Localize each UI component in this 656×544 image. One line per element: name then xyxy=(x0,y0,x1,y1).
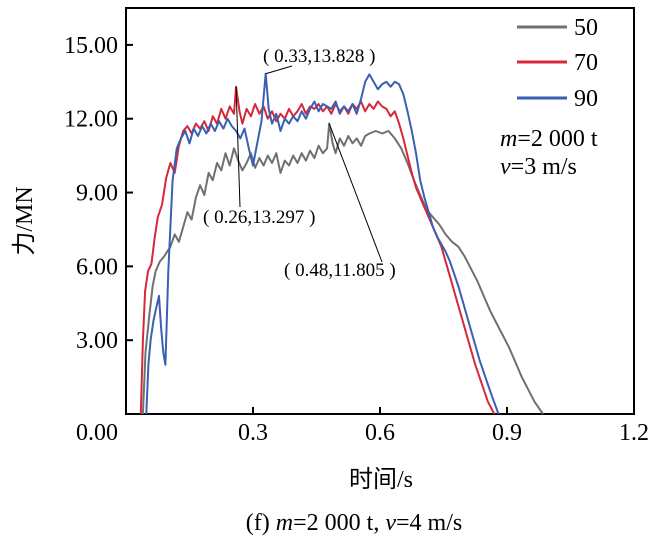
y-tick-label-0: 0.00 xyxy=(76,420,118,446)
legend-label-50: 50 xyxy=(574,15,598,41)
annotation-leader-0.26 xyxy=(235,86,241,208)
annotation-label-0.26: ( 0.26,13.297 ) xyxy=(203,207,315,228)
y-axis-label: 力/MN xyxy=(11,186,38,255)
annotation-leader-0.48 xyxy=(328,123,383,263)
legend: 50 70 90 xyxy=(517,15,598,112)
y-axis-ticks: 3.00 6.00 9.00 12.00 15.00 xyxy=(64,33,133,415)
x-tick-label-0.3: 0.3 xyxy=(238,420,268,446)
legend-label-70: 70 xyxy=(574,50,598,76)
annotation-label-0.33: ( 0.33,13.828 ) xyxy=(263,46,375,67)
series-line-90 xyxy=(145,72,500,415)
annotation-label-0.48: ( 0.48,11.805 ) xyxy=(284,260,396,281)
x-tick-label-0.6: 0.6 xyxy=(365,420,395,446)
y-tick-label-3.00: 3.00 xyxy=(76,328,118,354)
series-layer xyxy=(139,72,544,415)
param-velocity: v=3 m/s xyxy=(500,154,577,180)
x-axis-label: 时间/s xyxy=(349,466,413,493)
param-mass: m=2 000 t xyxy=(500,126,598,152)
y-tick-label-9.00: 9.00 xyxy=(76,181,118,207)
annotations-layer: ( 0.33,13.828 ) ( 0.26,13.297 ) ( 0.48,1… xyxy=(203,46,396,281)
legend-label-90: 90 xyxy=(574,86,598,112)
x-tick-label-1.2: 1.2 xyxy=(619,420,649,446)
annotation-leader-0.33 xyxy=(265,65,293,75)
y-tick-label-15.00: 15.00 xyxy=(64,33,118,59)
figure-caption: (f) m=2 000 t, v=4 m/s xyxy=(246,510,462,536)
parameter-box: m=2 000 t v=3 m/s xyxy=(500,126,598,180)
y-tick-label-6.00: 6.00 xyxy=(76,254,118,280)
x-axis-ticks: 0.3 0.6 0.9 1.2 xyxy=(238,407,649,446)
y-tick-label-12.00: 12.00 xyxy=(64,107,118,133)
series-line-70 xyxy=(139,85,496,415)
series-line-50 xyxy=(141,122,544,415)
x-tick-label-0.9: 0.9 xyxy=(492,420,522,446)
